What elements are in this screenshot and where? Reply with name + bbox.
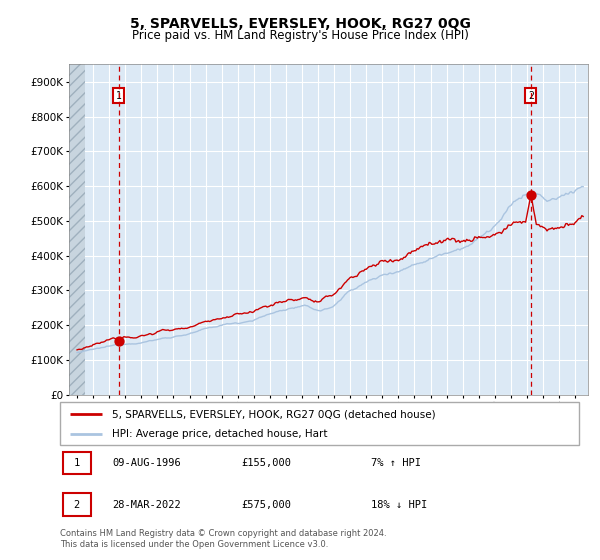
Text: 09-AUG-1996: 09-AUG-1996 xyxy=(112,458,181,468)
Text: 18% ↓ HPI: 18% ↓ HPI xyxy=(371,500,428,510)
Text: 7% ↑ HPI: 7% ↑ HPI xyxy=(371,458,421,468)
Text: 5, SPARVELLS, EVERSLEY, HOOK, RG27 0QG: 5, SPARVELLS, EVERSLEY, HOOK, RG27 0QG xyxy=(130,17,470,31)
Text: 2: 2 xyxy=(74,500,80,510)
Text: 2: 2 xyxy=(528,91,534,101)
Point xyxy=(114,337,124,346)
Point xyxy=(526,190,536,199)
Text: £155,000: £155,000 xyxy=(242,458,292,468)
Text: 1: 1 xyxy=(74,458,80,468)
Text: 1: 1 xyxy=(116,91,122,101)
Text: £575,000: £575,000 xyxy=(242,500,292,510)
Text: HPI: Average price, detached house, Hart: HPI: Average price, detached house, Hart xyxy=(112,430,328,440)
Text: Contains HM Land Registry data © Crown copyright and database right 2024.
This d: Contains HM Land Registry data © Crown c… xyxy=(60,529,386,549)
Text: Price paid vs. HM Land Registry's House Price Index (HPI): Price paid vs. HM Land Registry's House … xyxy=(131,29,469,42)
Bar xyxy=(69,64,85,395)
Text: 28-MAR-2022: 28-MAR-2022 xyxy=(112,500,181,510)
Text: 5, SPARVELLS, EVERSLEY, HOOK, RG27 0QG (detached house): 5, SPARVELLS, EVERSLEY, HOOK, RG27 0QG (… xyxy=(112,409,436,419)
FancyBboxPatch shape xyxy=(60,402,579,445)
FancyBboxPatch shape xyxy=(62,452,91,474)
FancyBboxPatch shape xyxy=(62,493,91,516)
